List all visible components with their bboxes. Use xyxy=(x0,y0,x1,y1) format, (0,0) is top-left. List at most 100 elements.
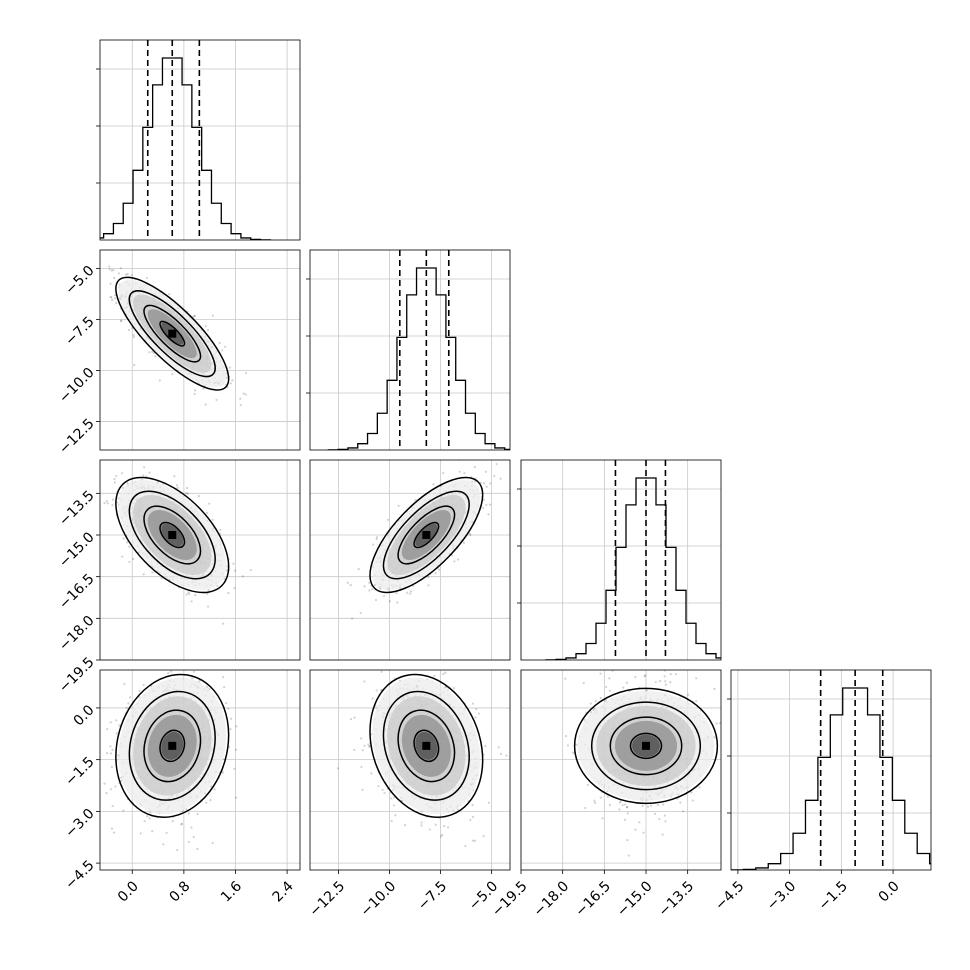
sample-point xyxy=(193,314,196,317)
sample-point xyxy=(361,749,364,752)
sample-point xyxy=(143,466,146,469)
y-tick-label: −5.0 xyxy=(62,263,97,298)
sample-point xyxy=(171,820,174,823)
sample-point xyxy=(440,833,444,837)
sample-point xyxy=(219,528,222,531)
sample-point xyxy=(226,565,229,568)
sample-point xyxy=(185,491,188,495)
y-tick-label: −10.0 xyxy=(56,365,98,407)
y-tick-label: −16.5 xyxy=(56,571,98,613)
sample-point xyxy=(235,796,238,799)
sample-point xyxy=(189,666,191,668)
sample-point xyxy=(664,680,667,683)
panel-frame xyxy=(309,249,511,451)
sample-point xyxy=(190,600,193,603)
sample-point xyxy=(204,403,207,406)
scatter-panel-3-2 xyxy=(520,669,722,871)
sample-point xyxy=(145,815,149,818)
contour-line xyxy=(159,729,186,763)
sample-point xyxy=(371,588,374,591)
sample-point xyxy=(456,808,459,811)
sample-point xyxy=(127,328,131,332)
y-tick-label: −4.5 xyxy=(62,857,97,892)
sample-point xyxy=(368,745,371,748)
density-peak xyxy=(422,531,431,539)
sample-point xyxy=(477,712,480,715)
panel-frame xyxy=(99,669,301,871)
sample-point xyxy=(420,821,423,824)
sample-point xyxy=(234,748,238,751)
sample-point xyxy=(180,822,184,825)
sample-point xyxy=(115,474,118,478)
contour-line xyxy=(128,690,216,801)
sample-point xyxy=(95,486,97,488)
sample-point xyxy=(367,743,370,746)
sample-point xyxy=(122,537,125,540)
sample-point xyxy=(168,292,171,296)
sample-point xyxy=(499,752,503,755)
sample-point xyxy=(111,504,114,507)
sample-point xyxy=(444,671,447,674)
sample-point xyxy=(473,480,477,483)
sample-point xyxy=(129,696,132,699)
contour-line xyxy=(128,290,216,378)
sample-point xyxy=(360,765,363,769)
sample-point xyxy=(142,573,145,576)
sample-point xyxy=(209,799,212,802)
sample-point xyxy=(484,744,487,748)
sample-point xyxy=(175,484,179,487)
density-peak xyxy=(168,329,177,338)
sample-point xyxy=(151,830,154,833)
sample-point xyxy=(601,817,604,820)
contour-line xyxy=(413,521,440,549)
sample-point xyxy=(109,721,112,724)
sample-point xyxy=(471,803,474,807)
sample-point xyxy=(452,687,456,690)
sample-point xyxy=(221,349,224,352)
scatter-panel-2-0: −19.5−18.0−16.5−15.0−13.5 xyxy=(56,459,301,696)
sample-point xyxy=(691,799,694,802)
sample-point xyxy=(471,839,475,842)
sample-point xyxy=(128,560,131,564)
sample-point xyxy=(400,799,404,802)
sample-point xyxy=(125,706,128,710)
sample-point xyxy=(196,847,199,851)
sample-point xyxy=(110,296,113,299)
sample-point xyxy=(208,687,211,690)
contour-line xyxy=(369,476,484,594)
sample-point xyxy=(145,475,148,478)
sample-point xyxy=(383,791,386,794)
sample-point xyxy=(207,588,210,592)
contour-line xyxy=(115,276,230,391)
sample-point xyxy=(427,584,430,587)
y-tick-label: −7.5 xyxy=(62,314,97,349)
contour-line xyxy=(115,673,230,818)
sample-point xyxy=(571,751,575,754)
sample-point xyxy=(409,592,412,595)
sample-point xyxy=(112,831,115,834)
sample-point xyxy=(223,577,226,581)
sample-point xyxy=(397,504,400,507)
sample-point xyxy=(229,382,232,385)
sample-point xyxy=(215,398,218,402)
sample-point xyxy=(192,835,195,839)
sample-point xyxy=(176,486,179,490)
contour-line xyxy=(382,690,470,801)
sample-point xyxy=(363,680,366,683)
sample-point xyxy=(370,733,373,736)
sample-point xyxy=(111,298,114,301)
sample-point xyxy=(493,474,496,478)
sample-point xyxy=(222,622,225,625)
panel-frame xyxy=(309,669,511,871)
contour-line xyxy=(143,709,202,783)
sample-point xyxy=(439,835,442,838)
sample-point xyxy=(375,536,379,539)
sample-point xyxy=(420,824,423,827)
sample-point xyxy=(187,812,190,815)
sample-point xyxy=(363,744,366,747)
sample-point xyxy=(151,571,154,574)
sample-point xyxy=(103,502,106,505)
sample-point xyxy=(139,832,142,835)
sample-point xyxy=(190,826,193,829)
sample-point xyxy=(505,754,508,757)
